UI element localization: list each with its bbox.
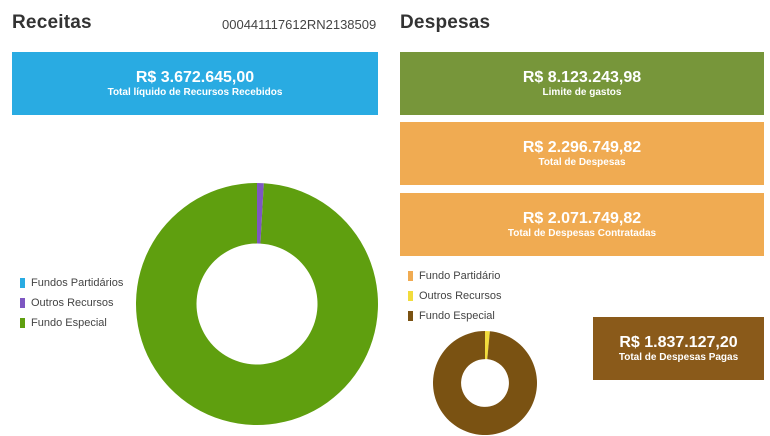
process-code: 000441117612RN2138509	[222, 17, 377, 32]
donut-slice-fundo-especial[interactable]	[136, 183, 378, 425]
receitas-legend-fundo-especial[interactable]: Fundo Especial	[20, 317, 107, 329]
donut-slice-outros-recursos[interactable]	[485, 331, 490, 360]
despesas-contratadas-card: R$ 2.071.749,82 Total de Despesas Contra…	[400, 193, 764, 256]
despesas-legend-fundo-partidario[interactable]: Fundo Partidário	[408, 270, 500, 282]
legend-label: Outros Recursos	[31, 297, 114, 309]
limite-gastos-value: R$ 8.123.243,98	[522, 69, 642, 86]
total-despesas-value: R$ 2.296.749,82	[522, 139, 642, 156]
total-despesas-card: R$ 2.296.749,82 Total de Despesas	[400, 122, 764, 185]
legend-label: Fundo Partidário	[419, 270, 501, 282]
legend-swatch	[20, 298, 25, 308]
total-receitas-label: Total líquido de Recursos Recebidos	[107, 87, 283, 98]
despesas-pagas-value: R$ 1.837.127,20	[619, 334, 738, 351]
despesas-donut-chart	[433, 331, 537, 435]
donut-slice-fundo-especial[interactable]	[433, 331, 537, 435]
legend-label: Fundos Partidários	[31, 277, 124, 289]
despesas-legend-outros-recursos[interactable]: Outros Recursos	[408, 290, 502, 302]
total-despesas-label: Total de Despesas	[538, 157, 626, 168]
receitas-donut-chart	[136, 183, 378, 425]
limite-gastos-label: Limite de gastos	[542, 87, 622, 98]
total-receitas-card: R$ 3.672.645,00 Total líquido de Recurso…	[12, 52, 378, 115]
legend-swatch	[408, 291, 413, 301]
despesas-pagas-card: R$ 1.837.127,20 Total de Despesas Pagas	[593, 317, 764, 380]
legend-swatch	[20, 278, 25, 288]
legend-label: Fundo Especial	[419, 310, 495, 322]
limite-gastos-card: R$ 8.123.243,98 Limite de gastos	[400, 52, 764, 115]
despesas-legend-fundo-especial[interactable]: Fundo Especial	[408, 310, 495, 322]
despesas-contratadas-value: R$ 2.071.749,82	[522, 210, 642, 227]
legend-label: Outros Recursos	[419, 290, 502, 302]
despesas-pagas-label: Total de Despesas Pagas	[618, 352, 739, 363]
total-receitas-value: R$ 3.672.645,00	[135, 69, 255, 86]
legend-swatch	[20, 318, 25, 328]
legend-swatch	[408, 271, 413, 281]
despesas-contratadas-label: Total de Despesas Contratadas	[507, 228, 657, 239]
legend-label: Fundo Especial	[31, 317, 107, 329]
donut-slice-outros-recursos[interactable]	[257, 183, 264, 244]
receitas-legend-outros-recursos[interactable]: Outros Recursos	[20, 297, 114, 309]
despesas-title: Despesas	[400, 12, 491, 33]
legend-swatch	[408, 311, 413, 321]
receitas-title: Receitas	[12, 12, 92, 33]
receitas-legend-fundos-partidarios[interactable]: Fundos Partidários	[20, 277, 123, 289]
